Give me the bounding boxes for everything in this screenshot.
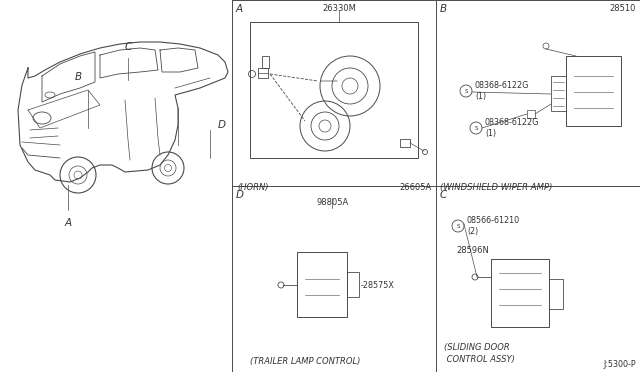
Bar (491, 259, 549, 327)
Text: D: D (236, 190, 244, 200)
Text: (WINDSHIELD WIPER AMP): (WINDSHIELD WIPER AMP) (440, 183, 552, 192)
Bar (566, 56, 621, 126)
Text: 26605A: 26605A (400, 183, 432, 192)
Text: (TRAILER LAMP CONTROL): (TRAILER LAMP CONTROL) (250, 357, 360, 366)
Text: (HORN): (HORN) (237, 183, 269, 192)
Text: 08368-6122G: 08368-6122G (485, 118, 540, 127)
Text: (2): (2) (467, 227, 478, 236)
Text: C: C (440, 190, 447, 200)
Text: B: B (74, 72, 81, 82)
Text: -28575X: -28575X (361, 280, 395, 289)
Text: 08368-6122G: 08368-6122G (475, 81, 529, 90)
Text: S: S (474, 125, 477, 131)
Bar (400, 139, 410, 147)
Bar (297, 252, 347, 317)
Text: 98805A: 98805A (317, 198, 349, 207)
Text: (1): (1) (475, 92, 486, 101)
Bar (250, 22, 418, 158)
Text: 26330M: 26330M (322, 4, 356, 13)
Text: B: B (440, 4, 447, 14)
Text: CONTROL ASSY): CONTROL ASSY) (444, 355, 515, 364)
Text: (SLIDING DOOR: (SLIDING DOOR (444, 343, 509, 352)
Text: S: S (464, 89, 468, 93)
Text: C: C (124, 42, 132, 52)
Text: (1): (1) (485, 129, 496, 138)
Bar (347, 272, 359, 297)
Text: D: D (218, 120, 226, 130)
Text: A: A (65, 218, 72, 228)
Bar (258, 68, 268, 78)
Text: A: A (236, 4, 243, 14)
Bar (262, 56, 269, 68)
Bar (549, 279, 563, 309)
Text: J:5300-P: J:5300-P (604, 360, 636, 369)
Text: S: S (456, 224, 460, 228)
Text: 28510: 28510 (610, 4, 636, 13)
Bar (527, 110, 535, 118)
Bar (551, 76, 566, 111)
Text: 08566-61210: 08566-61210 (467, 216, 520, 225)
Text: 28596N: 28596N (456, 246, 489, 255)
